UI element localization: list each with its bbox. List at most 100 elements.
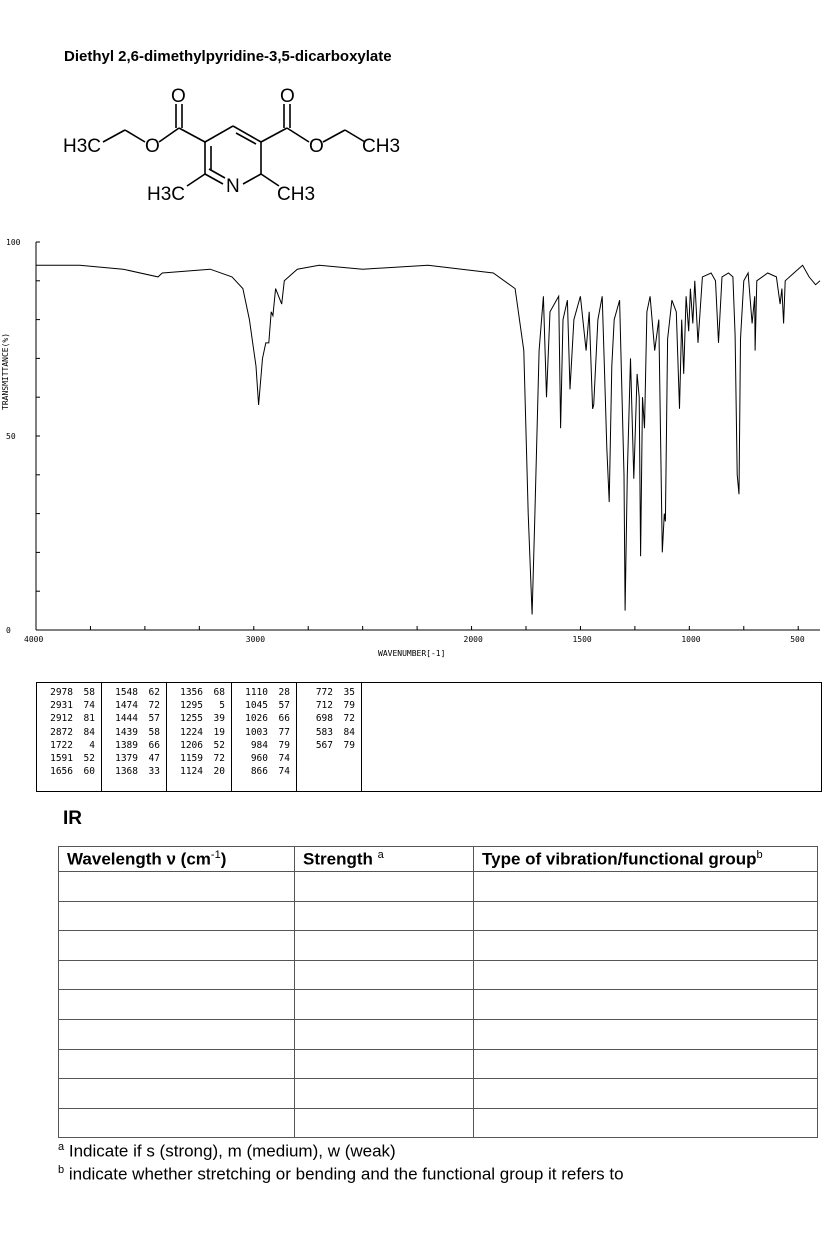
peak-row: 1389 66 xyxy=(108,739,160,752)
peak-transmittance: 68 xyxy=(213,687,225,698)
vibration-cell[interactable] xyxy=(473,1018,818,1050)
strength-cell[interactable] xyxy=(294,871,474,902)
vibration-cell[interactable] xyxy=(473,930,818,961)
peak-transmittance: 66 xyxy=(278,713,290,725)
peak-transmittance: 58 xyxy=(148,726,160,738)
peak-wavenumber: 1656 xyxy=(50,766,73,778)
vibration-cell[interactable] xyxy=(473,989,818,1020)
peak-transmittance: 79 xyxy=(343,739,355,751)
peak-wavenumber: 866 xyxy=(250,766,268,778)
peak-transmittance: 74 xyxy=(278,753,290,765)
ring-nitrogen-label: N xyxy=(226,176,240,197)
peak-row: 567 79 xyxy=(303,739,355,752)
peak-wavenumber: 1206 xyxy=(180,739,203,751)
peak-wavenumber: 1295 xyxy=(180,700,203,712)
peak-column: 2978 58 2931 74 2912 81 2872 84 1722 4 1591 52 1656 6… xyxy=(37,683,102,791)
peak-wavenumber: 1159 xyxy=(180,753,203,765)
wavelength-cell[interactable] xyxy=(58,959,295,991)
wavelength-cell[interactable] xyxy=(58,1078,295,1109)
peak-row: 1224 19 xyxy=(173,726,225,739)
peak-wavenumber: 960 xyxy=(250,753,268,765)
peak-wavenumber: 1368 xyxy=(115,766,138,778)
strength-cell[interactable] xyxy=(294,1107,474,1139)
peak-row: 866 74 xyxy=(238,765,290,778)
strength-cell[interactable] xyxy=(294,900,474,932)
x-axis-label: WAVENUMBER[-1] xyxy=(378,649,445,658)
peak-wavenumber: 1255 xyxy=(180,713,203,725)
strength-cell[interactable] xyxy=(294,1048,474,1080)
vibration-cell[interactable] xyxy=(473,871,818,902)
peak-transmittance: 79 xyxy=(343,700,355,712)
peak-row: 1548 62 xyxy=(108,686,160,699)
peak-column: 1548 62 1474 72 1444 57 1439 58 1389 66 1379 47 1368… xyxy=(102,683,167,791)
peak-wavenumber: 583 xyxy=(315,726,333,738)
peak-table-empty-area xyxy=(362,683,821,791)
wavelength-cell[interactable] xyxy=(58,930,295,961)
wavelength-cell[interactable] xyxy=(58,871,295,902)
y-tick-label: 0 xyxy=(6,626,11,635)
wavelength-cell[interactable] xyxy=(58,1107,295,1139)
peak-wavenumber: 1439 xyxy=(115,726,138,738)
vibration-cell[interactable] xyxy=(473,1078,818,1109)
compound-title: Diethyl 2,6-dimethylpyridine-3,5-dicarbo… xyxy=(64,48,392,65)
peak-row: 1439 58 xyxy=(108,726,160,739)
peak-transmittance: 60 xyxy=(83,766,95,778)
peak-row: 1003 77 xyxy=(238,726,290,739)
peak-row: 1368 33 xyxy=(108,765,160,778)
ir-assignment-table: Wavelength ν (cm-1) Strength a Type of v… xyxy=(58,846,818,1139)
wavelength-cell[interactable] xyxy=(58,900,295,932)
peak-transmittance: 72 xyxy=(148,700,160,712)
peak-row: 2872 84 xyxy=(43,726,95,739)
ring-methyl-label-right: CH3 xyxy=(277,184,315,205)
peak-transmittance: 58 xyxy=(83,687,95,698)
vibration-cell[interactable] xyxy=(473,1048,818,1080)
chemical-structure: O O O O H3C CH3 H3C N CH3 xyxy=(63,86,400,205)
peak-row: 1656 60 xyxy=(43,765,95,778)
wavelength-cell[interactable] xyxy=(58,1018,295,1050)
peak-transmittance: 84 xyxy=(343,726,355,738)
peak-column: 772 35 712 79 698 72 583 84 567 79 xyxy=(297,683,362,791)
strength-cell[interactable] xyxy=(294,1078,474,1109)
peak-transmittance: 47 xyxy=(148,753,160,765)
vibration-cell[interactable] xyxy=(473,959,818,991)
peak-row: 2978 58 xyxy=(43,686,95,699)
peak-row: 1356 68 xyxy=(173,686,225,699)
peak-row: 984 79 xyxy=(238,739,290,752)
peak-row: 1026 66 xyxy=(238,712,290,725)
y-tick-label: 100 xyxy=(6,238,21,247)
peak-row: 2912 81 xyxy=(43,712,95,725)
peak-transmittance: 4 xyxy=(89,739,95,751)
peak-transmittance: 62 xyxy=(148,687,160,698)
peak-row: 1110 28 xyxy=(238,686,290,699)
ir-table-row xyxy=(58,1048,818,1080)
vibration-cell[interactable] xyxy=(473,1107,818,1139)
ring-methyl-label-left: H3C xyxy=(147,184,185,205)
peak-transmittance: 19 xyxy=(213,726,225,738)
peak-transmittance: 5 xyxy=(219,700,225,712)
peak-transmittance: 74 xyxy=(278,766,290,778)
vibration-cell[interactable] xyxy=(473,900,818,932)
peak-wavenumber: 2912 xyxy=(50,713,73,725)
peak-row: 1444 57 xyxy=(108,712,160,725)
peak-row: 1591 52 xyxy=(43,752,95,765)
wavelength-cell[interactable] xyxy=(58,1048,295,1080)
peak-row: 1722 4 xyxy=(43,739,95,752)
peak-wavenumber: 1389 xyxy=(115,739,138,751)
col-wavelength-header: Wavelength ν (cm-1) xyxy=(58,846,295,872)
peak-wavenumber: 1045 xyxy=(245,700,268,712)
strength-cell[interactable] xyxy=(294,930,474,961)
strength-cell[interactable] xyxy=(294,989,474,1020)
x-tick-label: 1000 xyxy=(681,635,700,644)
peak-wavenumber: 1110 xyxy=(245,687,268,698)
peak-row: 1045 57 xyxy=(238,699,290,712)
strength-cell[interactable] xyxy=(294,959,474,991)
strength-cell[interactable] xyxy=(294,1018,474,1050)
peak-row: 1255 39 xyxy=(173,712,225,725)
y-tick-label: 50 xyxy=(6,432,16,441)
peak-transmittance: 57 xyxy=(148,713,160,725)
x-tick-label: 4000 xyxy=(24,635,43,644)
wavelength-cell[interactable] xyxy=(58,989,295,1020)
peak-wavenumber: 1026 xyxy=(245,713,268,725)
carbonyl-oxygen-left: O xyxy=(171,86,186,107)
peak-wavenumber: 1003 xyxy=(245,726,268,738)
